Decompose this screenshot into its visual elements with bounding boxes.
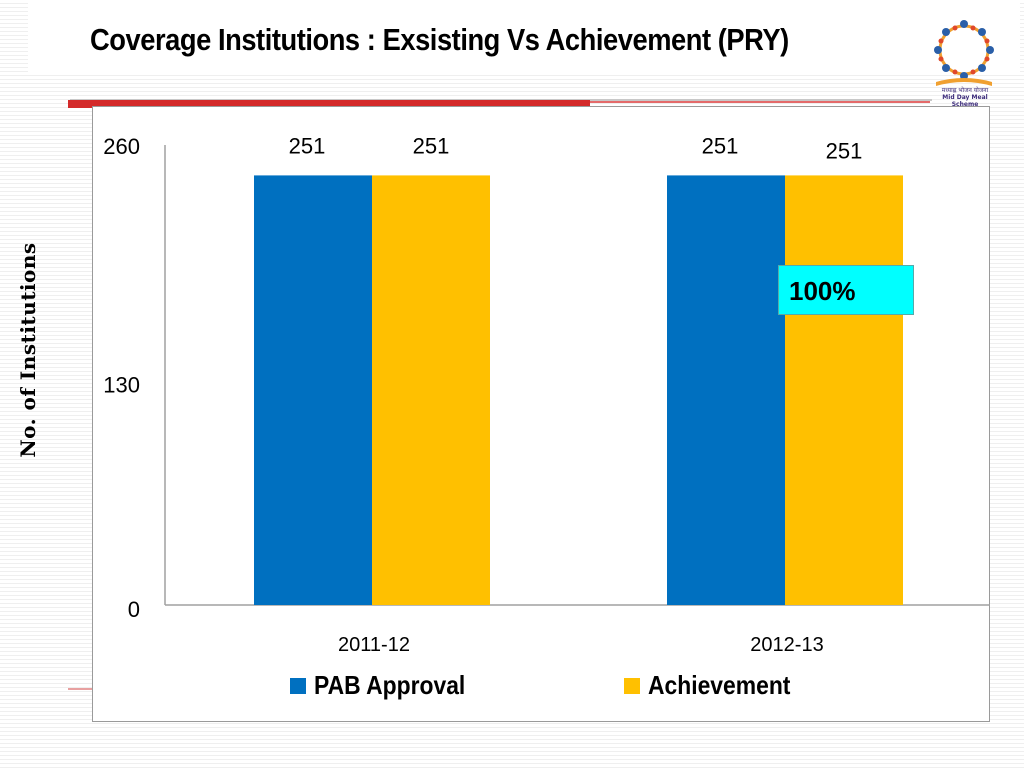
achievement-percent-callout: 100%	[778, 265, 914, 315]
x-tick-label: 2011-12	[338, 634, 410, 656]
legend-item-pab: PAB Approval	[290, 670, 486, 701]
footer-accent	[68, 688, 98, 690]
mid-day-meal-logo	[934, 20, 994, 86]
bar-achievement-2012-13	[785, 175, 903, 605]
legend-swatch-achievement	[624, 677, 640, 694]
legend-item-achievement: Achievement	[624, 670, 810, 701]
accent-bar	[68, 100, 590, 108]
data-label: 251	[413, 133, 450, 158]
chart-legend: PAB Approval Achievement	[290, 670, 850, 702]
y-tick-label: 0	[128, 597, 140, 622]
logo-caption-english: Mid Day Meal Scheme	[942, 94, 988, 108]
title-band	[28, 0, 1020, 72]
legend-swatch-pab	[290, 677, 306, 694]
accent-line	[590, 101, 930, 103]
slide-title: Coverage Institutions : Exsisting Vs Ach…	[90, 22, 789, 57]
y-tick-label: 260	[103, 134, 140, 159]
bar-pab-2012-13	[667, 175, 785, 605]
data-label: 251	[702, 133, 739, 158]
legend-label-achievement: Achievement	[648, 670, 791, 700]
legend-label-pab: PAB Approval	[314, 670, 466, 700]
bar-pab-2011-12	[254, 175, 372, 605]
logo-emblem-icon	[934, 20, 994, 86]
y-tick-label: 130	[103, 373, 140, 398]
x-tick-label: 2012-13	[750, 634, 823, 656]
bar-achievement-2011-12	[372, 175, 490, 605]
logo-caption-hindi: मध्याह्न भोजन योजना	[941, 87, 989, 94]
callout-text: 100%	[789, 276, 856, 306]
data-label: 251	[289, 133, 326, 158]
data-label: 251	[826, 138, 863, 163]
